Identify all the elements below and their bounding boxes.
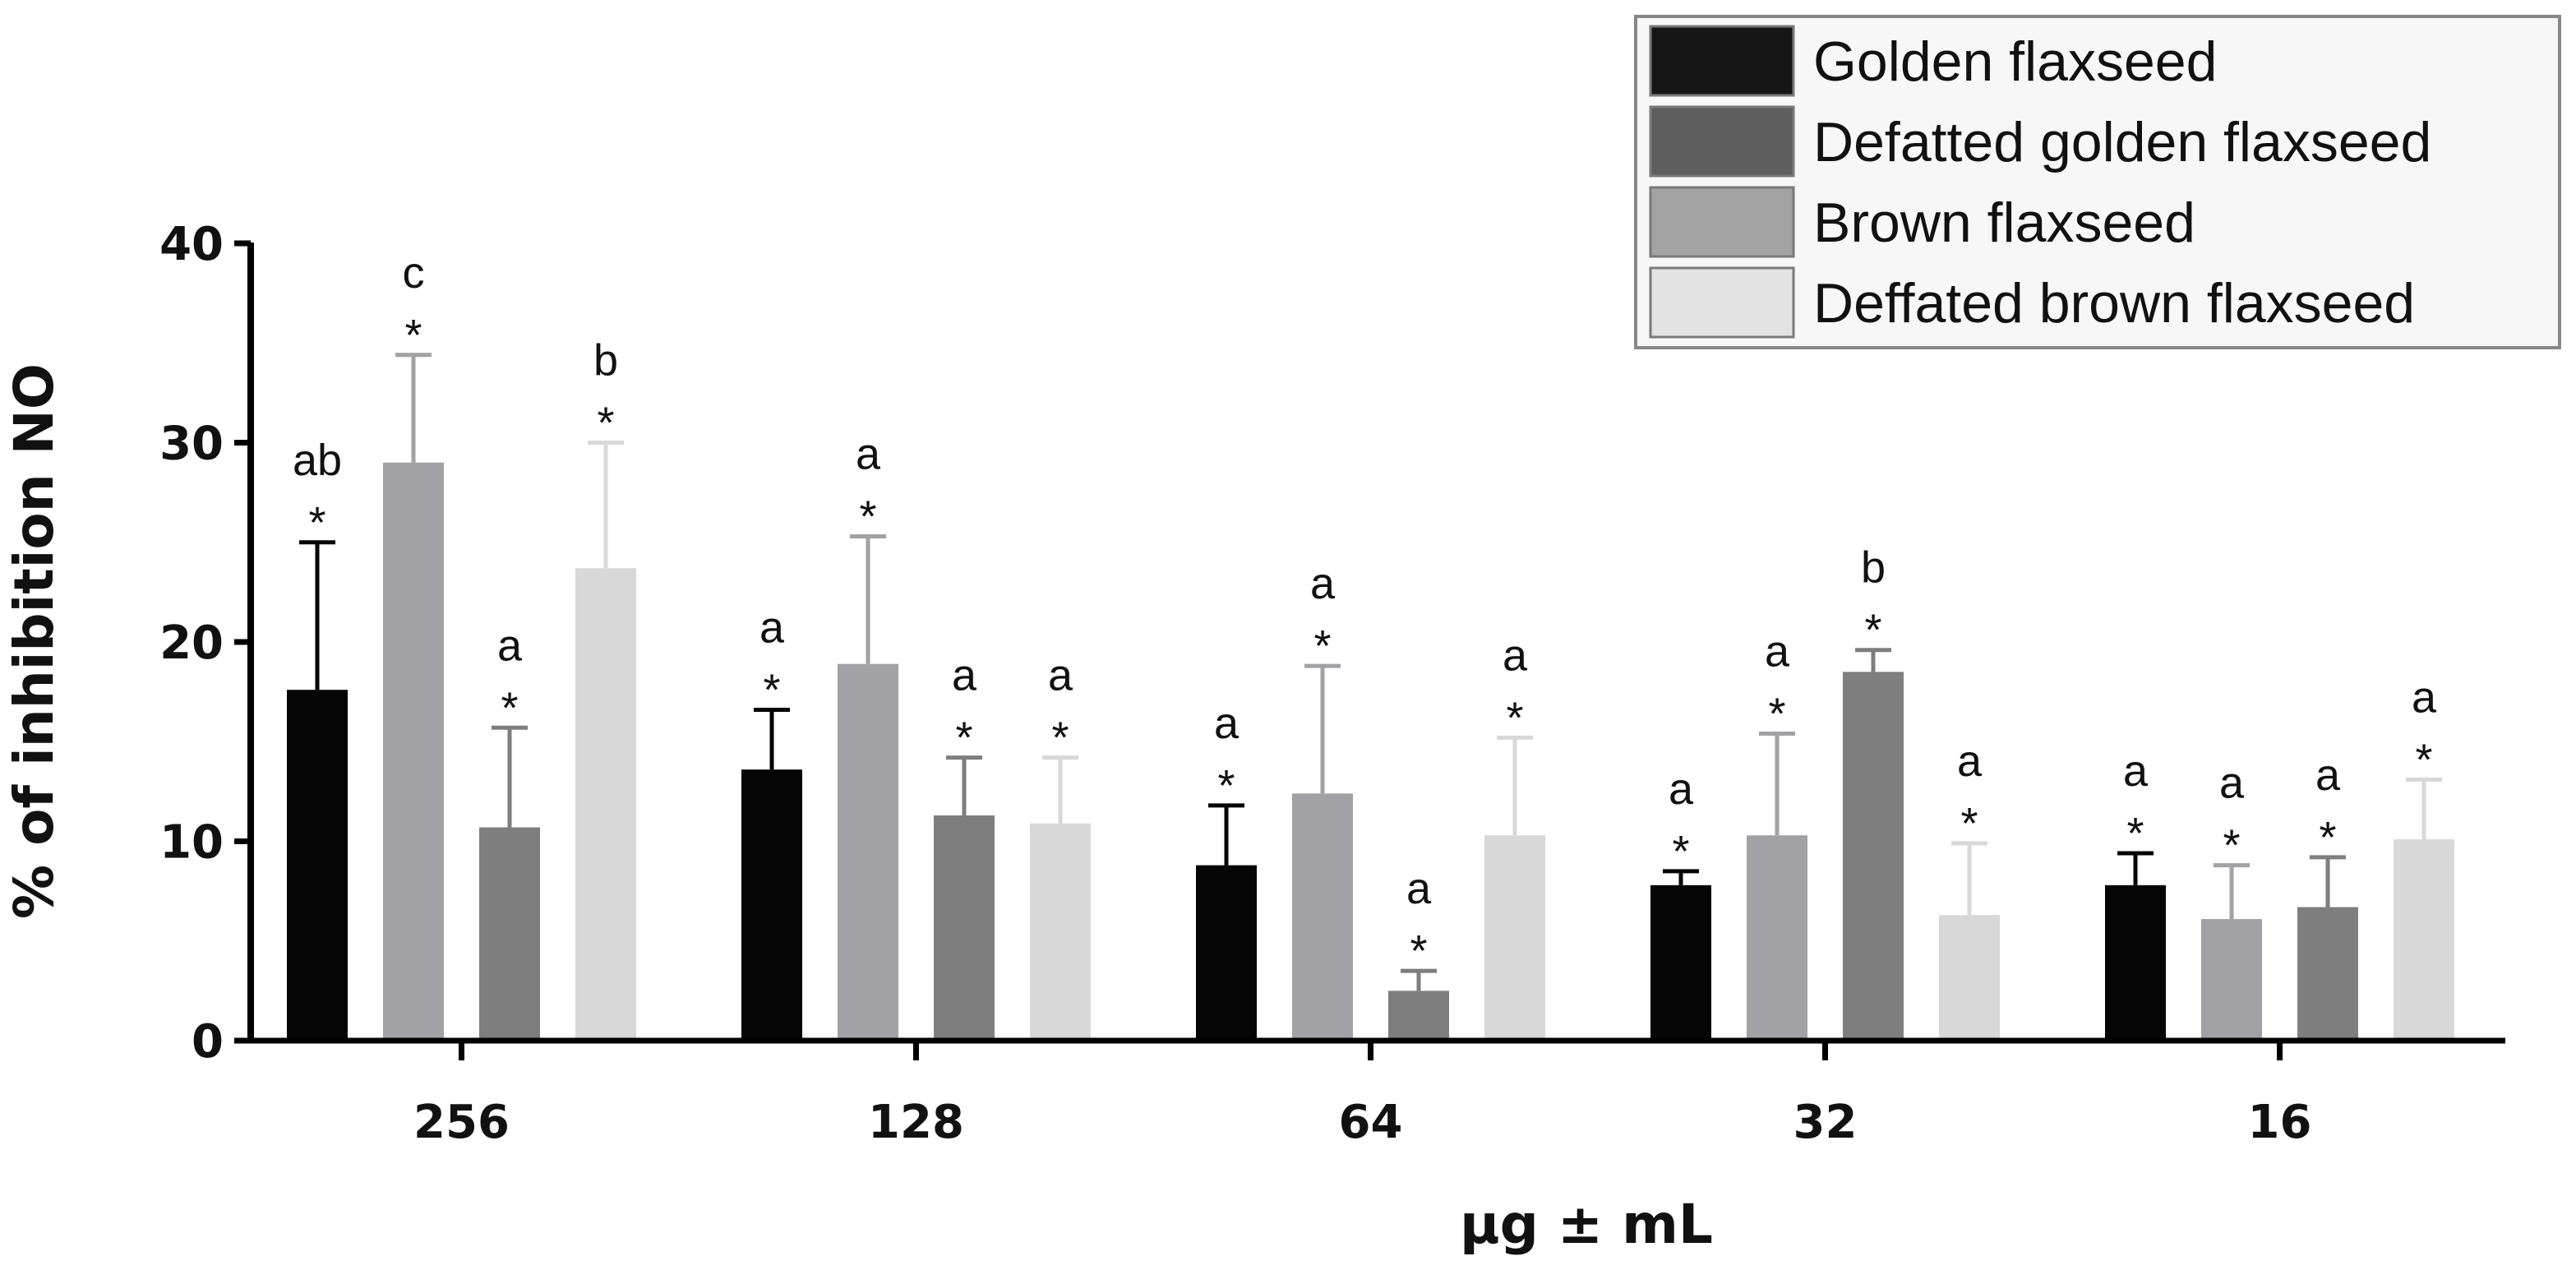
legend-swatch: [1649, 186, 1795, 258]
significance-star: *: [1217, 761, 1235, 810]
y-axis-title: % of inhibition NO: [2, 363, 66, 919]
significance-star: *: [1864, 606, 1881, 655]
significance-star: *: [1672, 827, 1689, 876]
significance-star: *: [308, 498, 325, 547]
bar: [2105, 884, 2166, 1041]
x-tick-label: 16: [2248, 1096, 2312, 1149]
significance-letter: a: [2315, 750, 2341, 800]
significance-star: *: [1313, 621, 1331, 671]
bar: [838, 663, 898, 1041]
bar: [1843, 672, 1904, 1041]
bar: [1484, 835, 1545, 1041]
bar: [287, 690, 348, 1041]
x-tick-label: 256: [413, 1096, 510, 1149]
bars-layer: [287, 462, 2454, 1041]
x-tick-label: 128: [868, 1096, 964, 1149]
y-tick-label: 30: [159, 418, 224, 471]
y-tick-label: 0: [192, 1015, 224, 1069]
significance-letter: a: [856, 429, 881, 478]
bar: [575, 568, 636, 1041]
significance-star: *: [2126, 809, 2144, 858]
significance-star: *: [501, 683, 518, 732]
legend-label: Defatted golden flaxseed: [1813, 111, 2431, 173]
ticks-layer: 0 10 20 30 40 256 128 64 32 16: [159, 218, 2311, 1149]
x-axis-title: µg ± mL: [1460, 1193, 1713, 1256]
significance-star: *: [597, 399, 614, 448]
significance-star: *: [1051, 714, 1069, 763]
legend-swatch: [1649, 105, 1795, 178]
legend-label: Golden flaxseed: [1813, 30, 2217, 93]
significance-letter: a: [952, 651, 977, 700]
significance-star: *: [763, 665, 780, 714]
significance-letter: a: [1503, 630, 1528, 680]
bar: [934, 815, 995, 1041]
significance-letter: a: [2219, 759, 2245, 808]
bar: [383, 462, 444, 1041]
significance-star: *: [1410, 926, 1427, 976]
x-tick-label: 64: [1339, 1096, 1403, 1149]
bar: [2394, 839, 2454, 1041]
bar: [1292, 793, 1353, 1041]
bar: [1939, 915, 2000, 1041]
significance-star: *: [2415, 735, 2432, 784]
significance-letter: a: [1214, 699, 1240, 748]
error-bars-layer: [299, 353, 2442, 991]
bar: [1388, 991, 1449, 1041]
significance-letter: a: [1310, 559, 1336, 608]
significance-letter: a: [759, 603, 785, 652]
significance-letter: a: [1957, 737, 1983, 786]
bar: [479, 827, 540, 1041]
significance-letter: a: [1048, 651, 1073, 700]
significance-letter: a: [497, 621, 523, 670]
bar: [2297, 907, 2358, 1041]
significance-star: *: [859, 492, 876, 541]
significance-star: *: [2223, 821, 2240, 871]
y-tick-label: 20: [159, 617, 224, 670]
significance-letter: c: [403, 248, 425, 298]
annotations-layer: * ab * a * a * a * a * c * a * a * a * a * a * a * a * b * a * b * a * a * a *…: [293, 248, 2437, 976]
significance-letter: b: [1861, 543, 1886, 593]
significance-letter: b: [593, 336, 618, 386]
legend-swatch: [1649, 25, 1795, 97]
significance-star: *: [2319, 813, 2336, 862]
bar: [741, 769, 802, 1041]
bar: [1747, 835, 1807, 1041]
significance-star: *: [1768, 690, 1785, 739]
bar: [1030, 823, 1091, 1041]
significance-star: *: [1506, 693, 1523, 742]
bar: [1196, 865, 1257, 1041]
significance-star: *: [955, 714, 972, 763]
significance-letter: ab: [293, 436, 342, 485]
x-tick-label: 32: [1794, 1096, 1858, 1149]
bar: [2201, 919, 2262, 1041]
significance-letter: a: [1406, 864, 1432, 913]
legend-label: Brown flaxseed: [1813, 192, 2195, 254]
significance-letter: a: [2123, 746, 2149, 796]
significance-star: *: [1960, 799, 1978, 848]
legend-swatch: [1649, 266, 1795, 339]
bar: [1650, 884, 1711, 1041]
y-tick-label: 40: [159, 218, 224, 271]
significance-letter: a: [1669, 764, 1694, 814]
significance-letter: a: [1765, 627, 1790, 677]
legend-label: Deffated brown flaxseed: [1813, 272, 2415, 335]
legend: Golden flaxseed Defatted golden flaxseed B…: [1634, 15, 2561, 349]
significance-star: *: [404, 311, 422, 360]
significance-letter: a: [2412, 672, 2437, 722]
y-tick-label: 10: [159, 816, 224, 870]
